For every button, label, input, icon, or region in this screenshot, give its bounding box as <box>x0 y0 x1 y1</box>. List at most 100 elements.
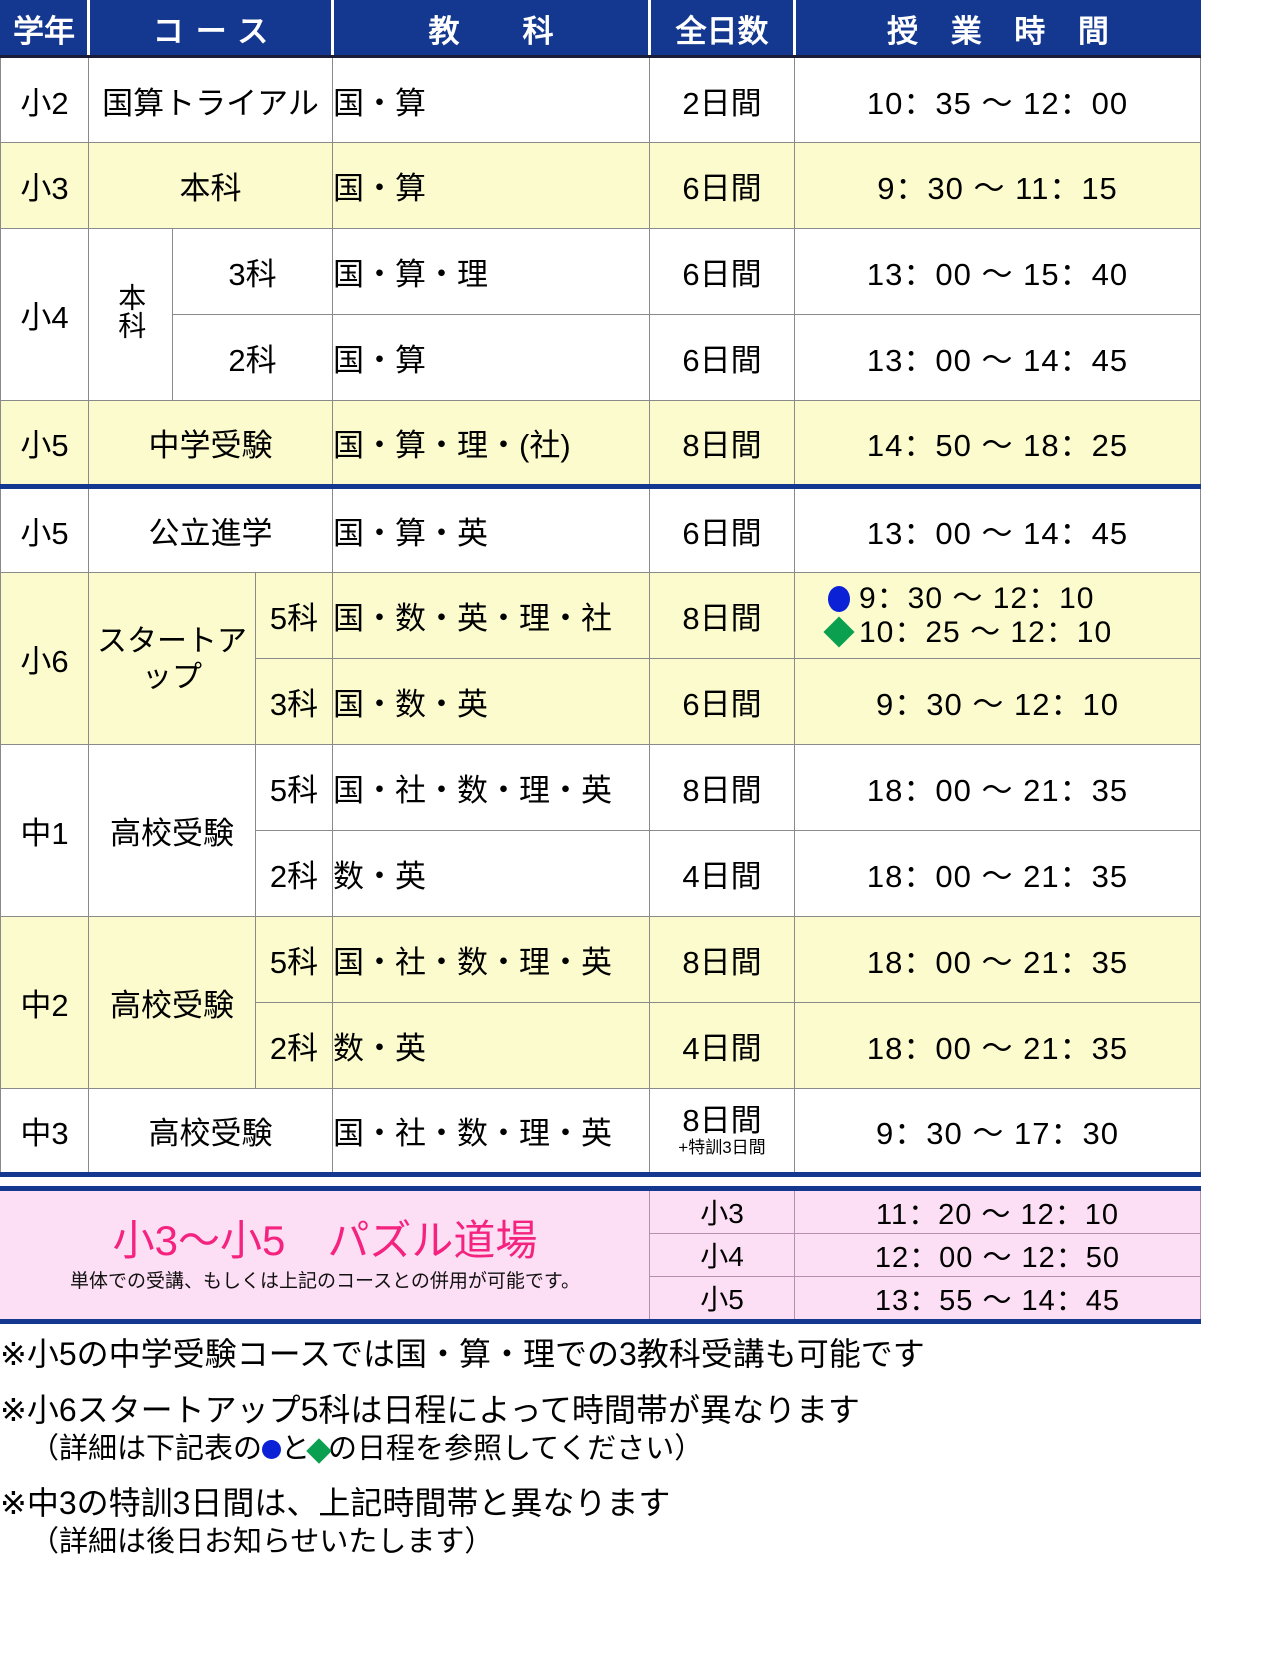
puzzle-time: 11：20 〜 12：10 <box>794 1186 1201 1234</box>
time-circle-row: 9：30 〜 12：10 <box>795 582 1200 616</box>
puzzle-time: 12：00 〜 12：50 <box>794 1233 1201 1277</box>
cell-time: 18：00 〜 21：35 <box>794 744 1201 831</box>
cell-days: 8日間 <box>649 572 795 659</box>
note-2-detail-a: （詳細は下記表の <box>30 1433 263 1466</box>
table-row: 中1 高校受験 5科 国・社・数・理・英 8日間 18：00 〜 21：35 <box>0 744 1201 917</box>
note-1: ※小5の中学受験コースでは国・算・理での3教科受講も可能です <box>0 1336 925 1372</box>
table-row: 小4 本科 3科 国・算・理 6日間 13：00 〜 15：40 <box>0 228 1201 401</box>
table-row: 2科 国・算 6日間 13：00 〜 14：45 <box>1 314 1201 401</box>
cell-grade: 小5 <box>0 486 89 573</box>
table-row: 中3 高校受験 国・社・数・理・英 8日間 +特訓3日間 9：30 〜 17：3… <box>0 1088 1201 1177</box>
cell-course-sub: 3科 <box>172 228 333 315</box>
puzzle-row: 小3〜小5 パズル道場 単体での受講、もしくは上記のコースとの併用が可能です。 … <box>0 1186 1201 1324</box>
cell-course: 高校受験 <box>88 744 256 917</box>
cell-days: 6日間 <box>649 658 795 745</box>
note-3-detail: （詳細は後日お知らせいたします） <box>30 1526 494 1559</box>
time-diamond-row: 10：25 〜 12：10 <box>795 616 1200 650</box>
cell-days: 2日間 <box>649 56 795 143</box>
cell-course: 本科 <box>88 228 173 401</box>
note-2-detail-b: と <box>281 1433 311 1466</box>
cell-subject: 国・算・英 <box>332 486 650 573</box>
cell-course-sub: 2科 <box>255 830 333 917</box>
cell-days: 4日間 <box>649 830 795 917</box>
cell-time: 14：50 〜 18：25 <box>794 400 1201 489</box>
table-row: 3科 国・数・英 6日間 9：30 〜 12：10 <box>1 658 1201 745</box>
header-time: 授 業 時 間 <box>793 0 1201 58</box>
cell-time: 18：00 〜 21：35 <box>794 830 1201 917</box>
note-2-detail-c: の日程を参照してください） <box>328 1433 704 1466</box>
cell-course-label: スタートアップ <box>97 624 247 694</box>
schedule-page: 学年 コース 教 科 全日数 授 業 時 間 小2 国算トライアル 国・算 2日… <box>0 0 1201 1562</box>
puzzle-grade: 小3 <box>649 1186 795 1234</box>
table-row: 2科 数・英 4日間 18：00 〜 21：35 <box>1 1002 1201 1089</box>
cell-course-sub: 3科 <box>255 658 333 745</box>
cell-course-sub: 2科 <box>255 1002 333 1089</box>
note-2: ※小6スタートアップ5科は日程によって時間帯が異なります <box>0 1391 860 1428</box>
cell-days: 8日間 <box>649 744 795 831</box>
green-diamond-icon <box>819 616 859 648</box>
cell-days: 6日間 <box>649 142 795 229</box>
table-row: 小3 本科 国・算 6日間 9：30 〜 11：15 <box>0 142 1201 229</box>
note-2-detail: （詳細は下記表のとの日程を参照してください） <box>0 1431 1200 1469</box>
cell-grade: 小4 <box>0 228 89 401</box>
cell-course: 本科 <box>88 142 333 229</box>
cell-subject: 数・英 <box>332 830 650 917</box>
cell-time: 9：30 〜 11：15 <box>794 142 1201 229</box>
puzzle-info: 小3〜小5 パズル道場 単体での受講、もしくは上記のコースとの併用が可能です。 <box>0 1186 650 1324</box>
time-circle-value: 9：30 〜 12：10 <box>859 581 1095 615</box>
cell-subject: 国・数・英・理・社 <box>332 572 650 659</box>
cell-subject: 数・英 <box>332 1002 650 1089</box>
cell-course: 中学受験 <box>88 400 333 489</box>
cell-time: 10：35 〜 12：00 <box>794 56 1201 143</box>
time-diamond-value: 10：25 〜 12：10 <box>859 615 1113 649</box>
puzzle-time: 13：55 〜 14：45 <box>794 1276 1201 1324</box>
cell-time: 18：00 〜 21：35 <box>794 1002 1201 1089</box>
puzzle-dojo-block: 小3〜小5 パズル道場 単体での受講、もしくは上記のコースとの併用が可能です。 … <box>0 1186 1201 1324</box>
cell-subject: 国・数・英 <box>332 658 650 745</box>
puzzle-row: 小5 13：55 〜 14：45 <box>1 1276 1201 1324</box>
cell-grade: 小6 <box>0 572 89 745</box>
table-row: 小5 中学受験 国・算・理・(社) 8日間 14：50 〜 18：25 <box>0 400 1201 489</box>
note-3: ※中3の特訓3日間は、上記時間帯と異なります <box>0 1484 671 1521</box>
header-course: コース <box>87 0 333 58</box>
cell-course: 高校受験 <box>88 1088 333 1177</box>
puzzle-subtitle: 単体での受講、もしくは上記のコースとの併用が可能です。 <box>70 1270 580 1292</box>
cell-subject: 国・算 <box>332 142 650 229</box>
cell-grade: 小5 <box>0 400 89 489</box>
puzzle-grade: 小5 <box>649 1276 795 1324</box>
notes-section: ※小5の中学受験コースでは国・算・理での3教科受講も可能です ※小6スタートアッ… <box>0 1324 1200 1562</box>
table-row: 小2 国算トライアル 国・算 2日間 10：35 〜 12：00 <box>0 56 1201 143</box>
cell-course: スタートアップ <box>88 572 256 745</box>
cell-time: 18：00 〜 21：35 <box>794 916 1201 1003</box>
table-row: 小5 公立進学 国・算・英 6日間 13：00 〜 14：45 <box>0 486 1201 573</box>
cell-days: 6日間 <box>649 314 795 401</box>
blue-circle-icon <box>819 585 859 612</box>
header-grade: 学年 <box>0 0 89 58</box>
cell-course: 国算トライアル <box>88 56 333 143</box>
header-days: 全日数 <box>648 0 795 58</box>
cell-days: 4日間 <box>649 1002 795 1089</box>
blue-circle-icon <box>262 1440 282 1460</box>
cell-days-main: 8日間 <box>682 1103 762 1139</box>
cell-grade: 中1 <box>0 744 89 917</box>
cell-time-dual: 9：30 〜 12：10 10：25 〜 12：10 <box>794 572 1201 659</box>
cell-days: 6日間 <box>649 486 795 573</box>
header-subject: 教 科 <box>331 0 650 58</box>
table-row: 中2 高校受験 5科 国・社・数・理・英 8日間 18：00 〜 21：35 <box>0 916 1201 1089</box>
cell-grade: 小2 <box>0 56 89 143</box>
cell-grade: 中2 <box>0 916 89 1089</box>
cell-subject: 国・社・数・理・英 <box>332 1088 650 1177</box>
cell-time: 9：30 〜 17：30 <box>794 1088 1201 1177</box>
cell-grade: 小3 <box>0 142 89 229</box>
cell-course-vertical-label: 本科 <box>115 282 147 339</box>
cell-course-sub: 5科 <box>255 744 333 831</box>
cell-course-sub: 2科 <box>172 314 333 401</box>
table-row: 小6 スタートアップ 5科 国・数・英・理・社 8日間 9：30 〜 12：10… <box>0 572 1201 745</box>
cell-days: 8日間 <box>649 400 795 489</box>
cell-time: 13：00 〜 14：45 <box>794 314 1201 401</box>
cell-subject: 国・社・数・理・英 <box>332 916 650 1003</box>
cell-time: 13：00 〜 15：40 <box>794 228 1201 315</box>
cell-subject: 国・算・理 <box>332 228 650 315</box>
cell-grade: 中3 <box>0 1088 89 1177</box>
cell-subject: 国・社・数・理・英 <box>332 744 650 831</box>
